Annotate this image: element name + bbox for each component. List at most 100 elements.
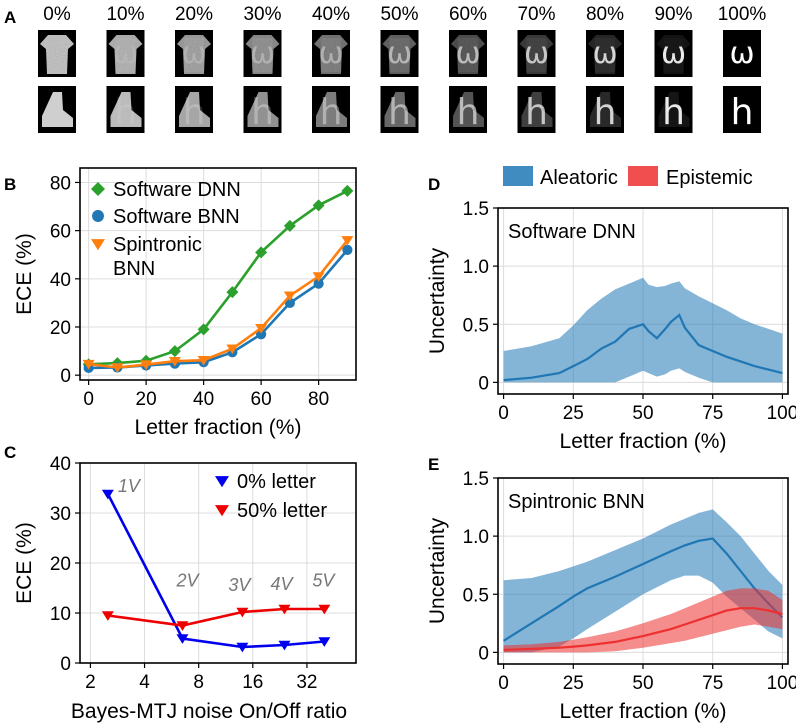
tick-label-y-4: 80 (50, 173, 71, 194)
shirt-texture (595, 38, 615, 72)
letter-glyph: h (594, 92, 617, 133)
tick-label-x-0: 0 (83, 389, 94, 410)
boot-shape (110, 92, 142, 127)
tick-label-x-4: 100 (767, 403, 796, 424)
letter-glyph: h (457, 92, 480, 133)
letter-glyph: ω (592, 36, 617, 71)
shirt-texture (663, 38, 684, 72)
y-axis-label: ECE (%) (13, 233, 36, 315)
tick-label-x-3: 60 (251, 389, 272, 410)
y-axis-label: Uncertainty (426, 247, 449, 354)
tick-label-x-2: 50 (632, 673, 653, 694)
image-background (586, 86, 624, 133)
tick-label-y-3: 60 (50, 222, 71, 243)
legend-label-0-0: Software DNN (113, 179, 241, 201)
letter-glyph: h (388, 92, 411, 133)
shirt-texture (321, 38, 341, 72)
data-point-0-3 (168, 345, 181, 358)
tick-label-y-2: 1.0 (463, 257, 489, 278)
data-point-2-5 (226, 344, 239, 355)
letter-glyph: ω (387, 36, 412, 71)
data-point-1-3 (278, 604, 291, 615)
letter-glyph: h (251, 92, 274, 133)
uncertainty-band-aleatoric (503, 509, 783, 653)
boot-shape (453, 92, 484, 127)
data-point-1-9 (342, 244, 353, 256)
tick-label-x-1: 20 (136, 389, 157, 410)
uncertainty-band-epistemic (503, 588, 783, 653)
data-point-1-2 (236, 607, 249, 618)
legend-marker-0 (91, 182, 105, 196)
morph-image-boot-to-letter-h-5: h (380, 86, 419, 133)
plot-frame (79, 167, 357, 381)
tick-label-y-0: 0 (478, 643, 489, 664)
panel-label-b: B (4, 175, 16, 194)
letter-glyph: ω (181, 36, 206, 71)
tick-label-x-2: 8 (193, 672, 204, 693)
morph-image-boot-to-letter-h-0: h (38, 86, 76, 133)
image-background (723, 86, 761, 133)
morph-image-shirt-to-letter-w-6: ω (449, 30, 487, 77)
tick-label-x-4: 80 (308, 389, 329, 410)
data-point-0-3 (278, 640, 291, 651)
chart-title: Software DNN (508, 221, 636, 243)
tick-label-x-1: 25 (563, 673, 584, 694)
morph-image-boot-to-letter-h-6: h (449, 86, 487, 133)
letter-glyph: h (731, 92, 754, 133)
morph-image-shirt-to-letter-w-2: ω (175, 30, 213, 77)
data-point-2-1 (111, 363, 124, 373)
tick-label-y-4: 40 (50, 454, 71, 475)
shirt-texture (115, 38, 136, 72)
x-axis-label: Bayes-MTJ noise On/Off ratio (71, 700, 347, 723)
voltage-annotation-4: 5V (312, 571, 336, 591)
tick-label-x-3: 75 (702, 673, 723, 694)
data-point-1-0 (101, 611, 114, 621)
tick-label-x-0: 2 (85, 672, 96, 693)
tick-label-x-4: 32 (296, 672, 317, 693)
shirt-texture (458, 38, 478, 72)
uncertainty-band-aleatoric (503, 277, 783, 383)
data-point-2-4 (197, 356, 210, 366)
tick-label-y-1: 10 (50, 604, 71, 625)
tick-label-y-0: 0 (60, 654, 71, 675)
shirt-texture (526, 38, 547, 72)
series-line-1 (107, 607, 325, 627)
legend-label-1-0: Software BNN (113, 206, 240, 228)
tick-label-x-1: 4 (139, 672, 150, 693)
tick-label-y-2: 20 (50, 554, 71, 575)
tick-label-y-1: 0.5 (463, 585, 489, 606)
boot-shape (384, 92, 416, 127)
series-line-2 (88, 239, 349, 369)
morph-image-boot-to-letter-h-7: h (517, 86, 556, 133)
data-point-2-8 (312, 272, 325, 282)
letter-glyph: ω (524, 36, 549, 71)
tick-label-y-3: 1.5 (463, 199, 489, 220)
mean-line-aleatoric (503, 537, 784, 642)
data-point-1-8 (313, 278, 324, 289)
legend-marker-0 (215, 476, 229, 488)
percent-label-7: 70% (517, 4, 555, 25)
letter-glyph: ω (455, 36, 480, 71)
data-point-2-7 (283, 291, 296, 302)
image-background (723, 30, 761, 77)
morph-image-boot-to-letter-h-8: h (586, 86, 624, 133)
panel-label-c: C (4, 443, 16, 462)
tick-label-x-3: 16 (242, 672, 263, 693)
letter-glyph: ω (250, 36, 275, 71)
data-point-1-6 (256, 329, 267, 340)
voltage-annotation-0: 1V (118, 476, 142, 496)
boot-shape (316, 92, 347, 127)
chart-d-software-dnn-uncertainty: 0 25 50 75 100 0 0.5 1.0 1.5 Letter fraction (%) U… (426, 166, 796, 453)
letter-glyph: h (114, 92, 137, 133)
percent-label-9: 90% (654, 4, 692, 25)
percent-label-5: 50% (380, 4, 418, 25)
percent-label-2: 20% (175, 4, 213, 25)
morph-image-shirt-to-letter-w-0: ω (38, 30, 76, 77)
x-axis-label: Letter fraction (%) (560, 700, 727, 723)
data-point-0-4 (318, 637, 331, 647)
tick-label-x-1: 25 (563, 403, 584, 424)
voltage-annotation-2: 3V (228, 575, 252, 595)
letter-glyph: ω (113, 36, 138, 71)
legend-marker-1 (92, 210, 104, 222)
